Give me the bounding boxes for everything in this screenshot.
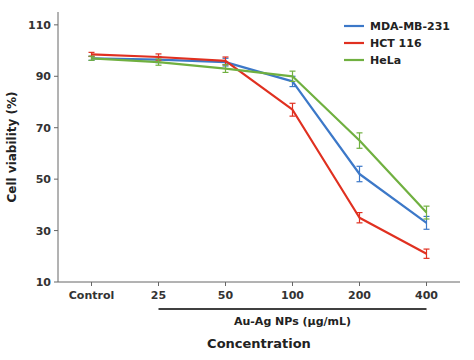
error-bar-stem (91, 56, 92, 60)
x-tick (426, 282, 427, 286)
y-tick (54, 179, 58, 180)
error-bar-cap (357, 212, 363, 213)
error-bar (156, 59, 162, 65)
error-bar-stem (359, 166, 360, 181)
error-bar-stem (426, 249, 427, 258)
error-bar-stem (359, 213, 360, 223)
series-line (92, 58, 427, 212)
error-bar-cap (424, 248, 430, 249)
error-bar-stem (158, 59, 159, 65)
error-bar-cap (89, 56, 95, 57)
legend-swatch (344, 59, 364, 61)
x-tick-label: 100 (281, 289, 304, 302)
y-axis (58, 12, 59, 282)
error-bar (357, 133, 363, 148)
y-tick (54, 230, 58, 231)
legend-swatch (344, 25, 364, 27)
legend-label: HCT 116 (370, 37, 422, 50)
x-tick (359, 282, 360, 286)
error-bar-cap (424, 258, 430, 259)
error-bar (223, 65, 229, 73)
x-tick-label: 25 (151, 289, 166, 302)
error-bar (357, 166, 363, 181)
annotation: Au-Ag NPs (μg/mL) (234, 315, 351, 328)
y-tick-label: 90 (36, 70, 52, 83)
error-bar-stem (426, 206, 427, 219)
error-bar-cap (223, 64, 229, 65)
error-bar (156, 54, 162, 60)
x-tick (158, 282, 159, 286)
error-bar-cap (156, 65, 162, 66)
y-tick (54, 282, 58, 283)
y-tick-label: 110 (28, 19, 51, 32)
x-tick (91, 282, 92, 286)
error-bar (89, 52, 95, 56)
error-bar-stem (292, 103, 293, 116)
error-bar-cap (156, 53, 162, 54)
error-bar-cap (357, 166, 363, 167)
legend: MDA-MB-231 HCT 116 HeLa (344, 20, 450, 67)
error-bar-cap (424, 229, 430, 230)
error-bar-stem (359, 133, 360, 148)
x-axis (58, 282, 460, 283)
error-bar-cap (357, 148, 363, 149)
legend-swatch (344, 42, 364, 44)
error-bar-cap (89, 60, 95, 61)
error-bar-cap (424, 206, 430, 207)
error-bar-cap (357, 222, 363, 223)
x-tick (225, 282, 226, 286)
error-bar (424, 206, 430, 219)
series-line (92, 54, 427, 253)
y-tick-label: 50 (36, 173, 52, 186)
error-bar-cap (290, 86, 296, 87)
error-bar (290, 71, 296, 81)
error-bar-stem (225, 65, 226, 73)
chart: 10 30 50 70 90 110 Control 25 50 100 200 400 Cell vi… (0, 0, 474, 360)
y-tick (54, 127, 58, 128)
y-tick-label: 30 (36, 225, 52, 238)
y-tick (54, 76, 58, 77)
error-bar-cap (290, 71, 296, 72)
error-bar-cap (290, 81, 296, 82)
error-bar-cap (223, 72, 229, 73)
bracket (159, 308, 427, 310)
y-tick-label: 70 (36, 122, 52, 135)
error-bar-cap (89, 52, 95, 53)
y-tick-label: 10 (36, 276, 52, 289)
series-line (92, 58, 427, 223)
x-axis-label: Concentration (207, 336, 311, 351)
error-bar-cap (357, 181, 363, 182)
x-tick-label: 200 (348, 289, 371, 302)
error-bar-stem (225, 57, 226, 65)
error-bar-cap (89, 60, 95, 61)
error-bar (290, 103, 296, 116)
x-tick-label: 50 (218, 289, 234, 302)
plot-area (89, 52, 430, 258)
error-bar (89, 56, 95, 60)
error-bar-cap (290, 103, 296, 104)
error-bar-cap (156, 58, 162, 59)
error-bar-cap (89, 56, 95, 57)
error-bar-cap (357, 132, 363, 133)
error-bar-cap (290, 116, 296, 117)
x-tick-label: Control (69, 289, 114, 302)
y-tick (54, 24, 58, 25)
error-bar-stem (292, 71, 293, 81)
y-axis-label: Cell viability (%) (5, 91, 19, 202)
error-bar-cap (424, 218, 430, 219)
error-bar-cap (223, 64, 229, 65)
x-tick (292, 282, 293, 286)
error-bar (223, 57, 229, 65)
error-bar (424, 249, 430, 258)
x-tick-label: 400 (415, 289, 438, 302)
error-bar (357, 213, 363, 223)
error-bar-cap (223, 56, 229, 57)
legend-label: MDA-MB-231 (370, 20, 450, 33)
error-bar-stem (91, 56, 92, 60)
legend-label: HeLa (370, 54, 401, 67)
